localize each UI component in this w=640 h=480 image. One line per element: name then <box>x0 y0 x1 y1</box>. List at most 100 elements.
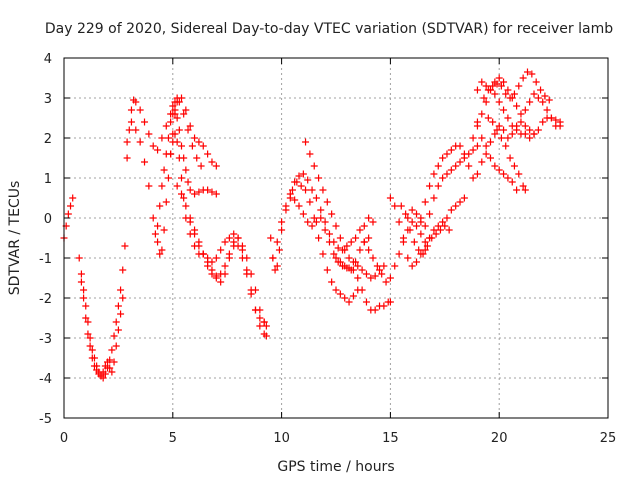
data-series <box>417 142 521 222</box>
data-point <box>260 318 268 326</box>
data-point <box>315 174 323 182</box>
data-point <box>323 198 331 206</box>
data-point <box>173 182 181 190</box>
data-point <box>434 182 442 190</box>
data-point <box>447 146 455 154</box>
data-point <box>336 258 344 266</box>
data-point <box>88 354 96 362</box>
data-point <box>273 262 281 270</box>
data-point <box>104 358 112 366</box>
data-point <box>382 278 390 286</box>
data-point <box>119 294 127 302</box>
data-point <box>397 202 405 210</box>
data-point <box>204 262 212 270</box>
data-point <box>154 222 162 230</box>
data-point <box>101 362 109 370</box>
data-point <box>221 262 229 270</box>
data-point <box>430 226 438 234</box>
data-point <box>526 134 534 142</box>
data-point <box>127 118 135 126</box>
data-point <box>69 194 77 202</box>
data-point <box>199 250 207 258</box>
data-point <box>365 214 373 222</box>
data-point <box>362 298 370 306</box>
data-point <box>421 246 429 254</box>
x-axis-label: GPS time / hours <box>277 459 394 475</box>
data-point <box>358 286 366 294</box>
y-tick-label: -5 <box>39 412 52 427</box>
data-point <box>212 190 220 198</box>
data-point <box>408 218 416 226</box>
y-tick-label: -3 <box>39 332 52 347</box>
data-series <box>484 114 529 194</box>
data-point <box>156 250 164 258</box>
data-point <box>452 202 460 210</box>
data-point <box>182 106 190 114</box>
data-point <box>212 254 220 262</box>
y-tick-label: -1 <box>39 252 52 267</box>
data-point <box>278 218 286 226</box>
data-point <box>178 142 186 150</box>
data-point <box>504 174 512 182</box>
data-point <box>136 106 144 114</box>
data-point <box>310 214 318 222</box>
data-point <box>515 170 523 178</box>
data-point <box>447 166 455 174</box>
data-point <box>158 134 166 142</box>
data-point <box>399 238 407 246</box>
data-point <box>208 188 216 196</box>
data-point <box>321 226 329 234</box>
data-point <box>319 250 327 258</box>
data-point <box>526 98 534 106</box>
data-point <box>186 214 194 222</box>
data-point <box>332 254 340 262</box>
data-point <box>556 122 564 130</box>
data-point <box>145 182 153 190</box>
data-point <box>391 262 399 270</box>
data-point <box>534 94 542 102</box>
data-point <box>156 202 164 210</box>
data-point <box>308 222 316 230</box>
data-point <box>295 202 303 210</box>
data-point <box>112 318 120 326</box>
data-point <box>256 314 264 322</box>
data-point <box>528 70 536 78</box>
data-point <box>358 266 366 274</box>
data-point <box>310 162 318 170</box>
data-point <box>317 206 325 214</box>
data-point <box>173 138 181 146</box>
data-point <box>114 326 122 334</box>
data-point <box>421 198 429 206</box>
x-tick-label: 20 <box>491 431 508 446</box>
data-series <box>77 278 127 380</box>
data-point <box>186 186 194 194</box>
data-point <box>171 106 179 114</box>
data-point <box>184 126 192 134</box>
data-point <box>173 98 181 106</box>
data-point <box>191 134 199 142</box>
data-point <box>430 170 438 178</box>
data-point <box>460 150 468 158</box>
data-point <box>534 126 542 134</box>
data-point <box>164 134 172 142</box>
data-point <box>171 130 179 138</box>
data-point <box>302 186 310 194</box>
data-series <box>288 178 362 306</box>
data-point <box>439 154 447 162</box>
data-point <box>308 186 316 194</box>
data-point <box>90 362 98 370</box>
data-point <box>489 118 497 126</box>
data-point <box>293 178 301 186</box>
data-point <box>493 126 501 134</box>
data-point <box>328 278 336 286</box>
data-point <box>341 294 349 302</box>
data-point <box>86 334 94 342</box>
data-point <box>119 266 127 274</box>
data-point <box>321 218 329 226</box>
data-point <box>77 278 85 286</box>
data-point <box>230 230 238 238</box>
data-point <box>182 202 190 210</box>
data-point <box>271 266 279 274</box>
data-point <box>167 118 175 126</box>
data-point <box>434 162 442 170</box>
